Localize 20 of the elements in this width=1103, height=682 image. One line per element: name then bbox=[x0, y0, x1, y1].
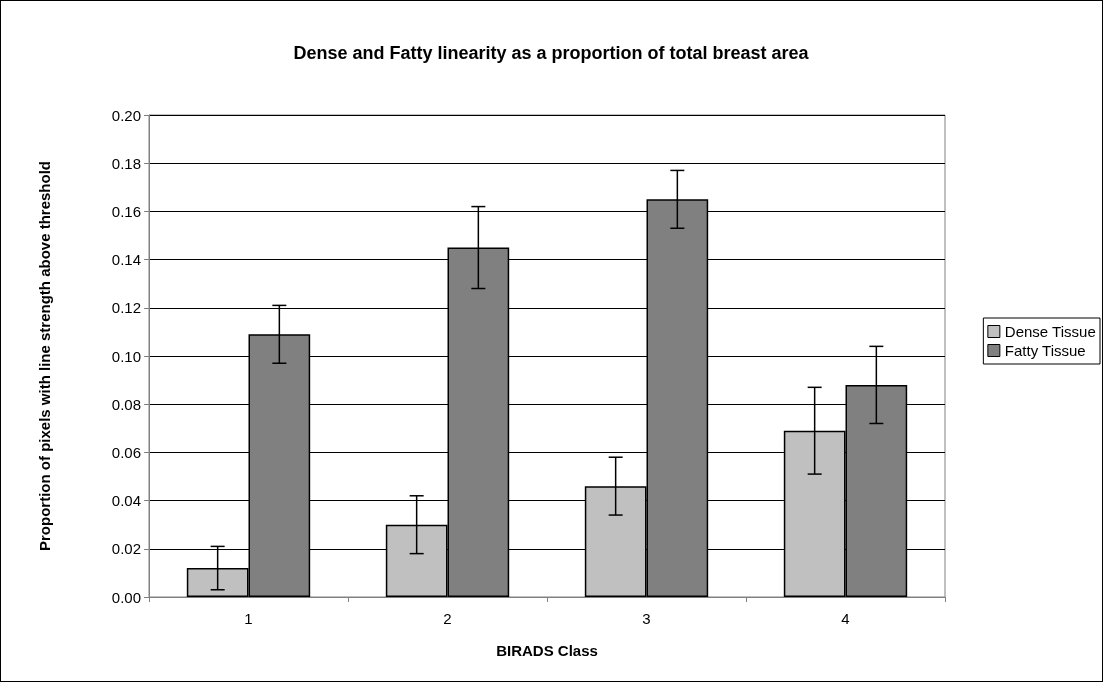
x-tick-label: 2 bbox=[443, 610, 452, 627]
y-tick-label: 0.18 bbox=[111, 154, 141, 172]
y-tick-label: 0.20 bbox=[111, 106, 141, 124]
x-tick-label: 3 bbox=[642, 610, 651, 627]
chart-title: Dense and Fatty linearity as a proportion of total breast area bbox=[293, 43, 810, 63]
legend-label: Dense Tissue bbox=[1004, 323, 1096, 340]
y-tick-label: 0.10 bbox=[111, 347, 141, 365]
y-tick-label: 0.14 bbox=[111, 251, 141, 269]
y-tick-label: 0.00 bbox=[111, 588, 141, 606]
x-tick-label: 4 bbox=[841, 610, 850, 627]
y-axis-title: Proportion of pixels with line strength above threshold bbox=[35, 160, 53, 552]
y-tick-label: 0.12 bbox=[111, 299, 141, 317]
y-tick-label: 0.06 bbox=[111, 443, 141, 461]
x-tick-label: 1 bbox=[244, 610, 253, 627]
y-tick-label: 0.04 bbox=[111, 492, 141, 510]
y-tick-label: 0.02 bbox=[111, 540, 141, 558]
y-tick-label: 0.16 bbox=[111, 202, 141, 220]
legend-label: Fatty Tissue bbox=[1004, 342, 1086, 359]
y-tick-label: 0.08 bbox=[111, 395, 141, 413]
x-axis-title: BIRADS Class bbox=[496, 642, 598, 659]
